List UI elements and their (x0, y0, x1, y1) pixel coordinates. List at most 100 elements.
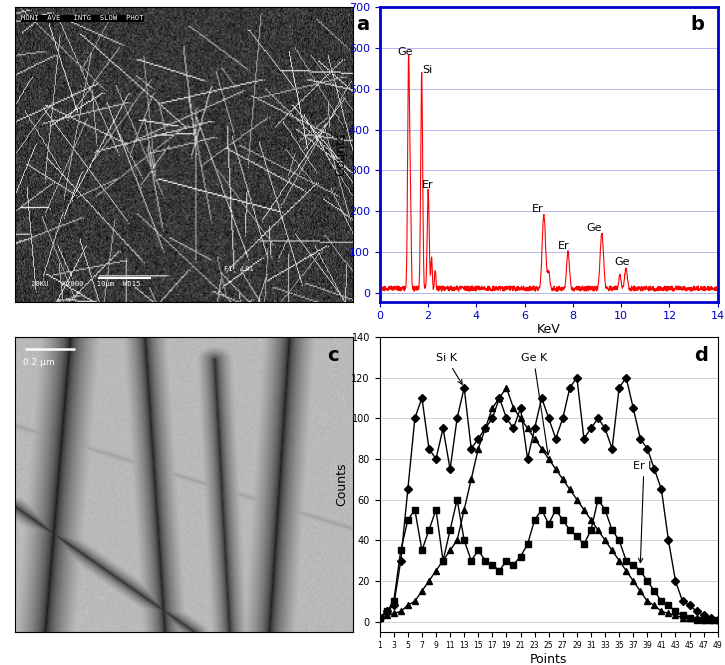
Ge K (615, 557, 624, 565)
Text: Er L: Er L (633, 461, 655, 563)
Text: Er: Er (558, 241, 569, 251)
Text: Er: Er (532, 204, 544, 214)
Er L (608, 526, 616, 534)
Si K (650, 465, 659, 473)
Si K (425, 445, 434, 453)
Si K (488, 414, 497, 422)
Si K (495, 394, 504, 402)
Er L (657, 597, 666, 605)
Ge K (643, 597, 652, 605)
Ge K (650, 601, 659, 609)
Si K (446, 465, 455, 473)
Er L (713, 616, 722, 624)
Ge K (516, 414, 525, 422)
Si K (657, 485, 666, 493)
Ge K (509, 404, 518, 412)
Ge K (601, 536, 610, 544)
Si K (579, 434, 588, 442)
Er L (488, 561, 497, 569)
Si K (629, 404, 637, 412)
Er L (530, 516, 539, 524)
Er L (509, 561, 518, 569)
Ge K (382, 612, 391, 620)
Er L (418, 547, 426, 555)
Er L (389, 597, 398, 605)
Y-axis label: Counts: Counts (334, 132, 347, 176)
Er L (615, 536, 624, 544)
Ge K (700, 616, 708, 624)
Ge K (552, 465, 560, 473)
Ge K (664, 609, 673, 617)
Er L (685, 614, 694, 622)
Er L (397, 547, 405, 555)
Er L (700, 616, 708, 624)
Text: d: d (694, 346, 708, 364)
Si K (460, 384, 468, 392)
Ge K (636, 587, 645, 595)
Si K (509, 424, 518, 432)
Si K (587, 424, 595, 432)
Er L (502, 557, 511, 565)
Ge K (608, 547, 616, 555)
Text: a: a (356, 15, 369, 35)
Er L (601, 506, 610, 514)
Er L (706, 616, 715, 624)
Si K (671, 577, 680, 585)
Er L (544, 520, 553, 528)
Ge K (544, 455, 553, 463)
Si K (685, 601, 694, 609)
Ge K (629, 577, 637, 585)
Er L (467, 557, 476, 565)
Er L (552, 506, 560, 514)
Text: 20KU   X2000   10μm  WD15: 20KU X2000 10μm WD15 (31, 281, 141, 287)
Ge K (579, 506, 588, 514)
Ge K (566, 485, 574, 493)
Er L (474, 547, 483, 555)
Ge K (594, 526, 602, 534)
X-axis label: KeV: KeV (536, 323, 560, 336)
Y-axis label: Counts: Counts (336, 463, 349, 506)
Si K (397, 557, 405, 565)
Ge K (397, 607, 405, 615)
Line: Ge K: Ge K (377, 385, 721, 622)
Ge K (558, 475, 567, 483)
Si K (643, 445, 652, 453)
Ge K (530, 434, 539, 442)
Si K (544, 414, 553, 422)
Text: Si: Si (423, 65, 433, 75)
Si K (382, 607, 391, 615)
Er L (622, 557, 631, 565)
Er L (579, 541, 588, 549)
Er L (558, 516, 567, 524)
Si K (700, 612, 708, 620)
Si K (636, 434, 645, 442)
Er L (439, 557, 447, 565)
Si K (502, 414, 511, 422)
Text: b: b (690, 15, 704, 35)
Ge K (488, 404, 497, 412)
Text: c: c (328, 346, 339, 364)
Si K (678, 597, 687, 605)
Er L (404, 516, 413, 524)
Ge K (474, 445, 483, 453)
Er L (523, 541, 532, 549)
Ge K (460, 506, 468, 514)
Text: Si K: Si K (436, 353, 462, 384)
Text: MONI  AVE   INTG  SLOW  PHOT: MONI AVE INTG SLOW PHOT (21, 15, 144, 21)
Si K (622, 374, 631, 382)
Ge K (622, 567, 631, 575)
Si K (439, 424, 447, 432)
Er L (446, 526, 455, 534)
Si K (537, 394, 546, 402)
Er L (410, 506, 419, 514)
Text: Ge: Ge (397, 47, 413, 57)
Text: Ge K: Ge K (521, 353, 550, 455)
Ge K (587, 516, 595, 524)
Si K (566, 384, 574, 392)
Er L (573, 532, 581, 540)
Ge K (713, 616, 722, 624)
Ge K (671, 612, 680, 620)
Text: Ge: Ge (615, 257, 630, 267)
Text: Er: Er (421, 180, 433, 190)
Ge K (706, 616, 715, 624)
